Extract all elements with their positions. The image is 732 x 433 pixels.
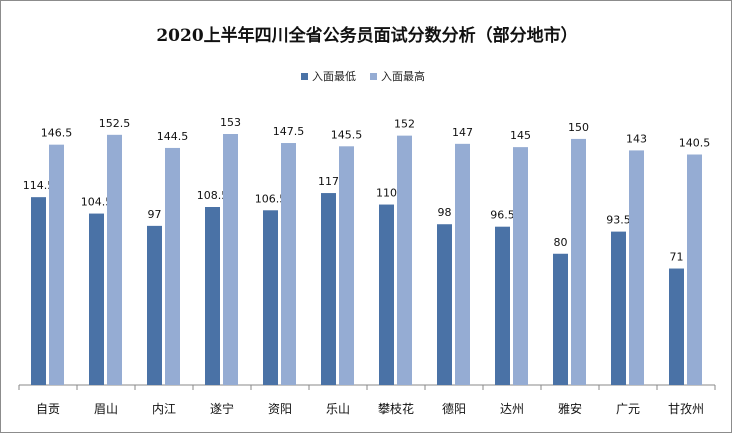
x-tick-label: 眉山: [94, 402, 118, 416]
bar-min: [669, 268, 684, 385]
x-tick-label: 内江: [152, 402, 176, 416]
bar-max: [281, 143, 296, 385]
legend-item-min: 入面最低: [301, 68, 356, 84]
x-tick-label: 甘孜州: [668, 402, 704, 416]
legend-label-min: 入面最低: [312, 70, 356, 83]
data-label: 143: [626, 132, 647, 145]
bar-min: [437, 224, 452, 385]
legend-swatch-min: [301, 72, 308, 80]
data-label: 140.5: [679, 137, 711, 150]
bar-min: [495, 226, 510, 385]
data-label: 144.5: [157, 130, 189, 143]
data-label: 146.5: [41, 127, 73, 140]
data-label: 117: [318, 175, 339, 188]
bar-max: [107, 134, 122, 385]
data-label: 108.5: [197, 189, 229, 202]
x-tick-label: 攀枝花: [378, 401, 414, 416]
bar-min: [321, 193, 336, 385]
data-label: 145: [510, 129, 531, 142]
bar-max: [49, 144, 64, 385]
data-label: 147: [452, 126, 473, 139]
x-tick-label: 资阳: [268, 402, 292, 416]
bar-min: [553, 253, 568, 385]
legend-item-max: 入面最高: [370, 68, 425, 84]
data-label: 80: [554, 236, 568, 249]
legend: 入面最低 入面最高: [301, 68, 425, 84]
legend-swatch-max: [370, 72, 377, 80]
bar-max: [687, 154, 702, 385]
bar-max: [339, 146, 354, 385]
bar-min: [205, 207, 220, 385]
bar-max: [223, 134, 238, 385]
bar-max: [455, 143, 470, 385]
data-label: 145.5: [331, 128, 363, 141]
bar-min: [89, 213, 104, 385]
bar-min: [263, 210, 278, 385]
x-tick-label: 德阳: [442, 401, 466, 416]
x-tick-label: 达州: [500, 402, 524, 416]
bar-max: [629, 150, 644, 385]
data-label: 98: [438, 206, 452, 219]
bar-max: [397, 135, 412, 385]
data-label: 93.5: [606, 214, 631, 227]
bar-max: [513, 147, 528, 385]
data-label: 71: [670, 251, 684, 264]
data-label: 96.5: [490, 209, 515, 222]
data-label: 153: [220, 116, 241, 129]
bar-min: [611, 231, 626, 385]
x-tick-label: 乐山: [326, 402, 350, 416]
bar-min: [379, 204, 394, 385]
x-tick-label: 自贡: [36, 402, 60, 416]
data-label: 110: [376, 187, 397, 200]
data-label: 106.5: [255, 192, 287, 205]
data-label: 150: [568, 121, 589, 134]
x-tick-label: 雅安: [558, 401, 582, 416]
bar-max: [571, 138, 586, 385]
data-label: 152: [394, 118, 415, 131]
bar-min: [147, 225, 162, 385]
data-label: 104.5: [81, 196, 113, 209]
chart-title: 2020上半年四川全省公务员面试分数分析（部分地市）: [156, 26, 578, 46]
bar-max: [165, 147, 180, 385]
x-tick-label: 广元: [616, 402, 640, 416]
bar-min: [31, 197, 46, 385]
data-label: 152.5: [99, 117, 131, 130]
data-label: 147.5: [273, 125, 305, 138]
legend-label-max: 入面最高: [381, 70, 425, 83]
x-tick-label: 遂宁: [210, 401, 234, 416]
data-label: 114.5: [23, 179, 55, 192]
data-label: 97: [148, 208, 162, 221]
